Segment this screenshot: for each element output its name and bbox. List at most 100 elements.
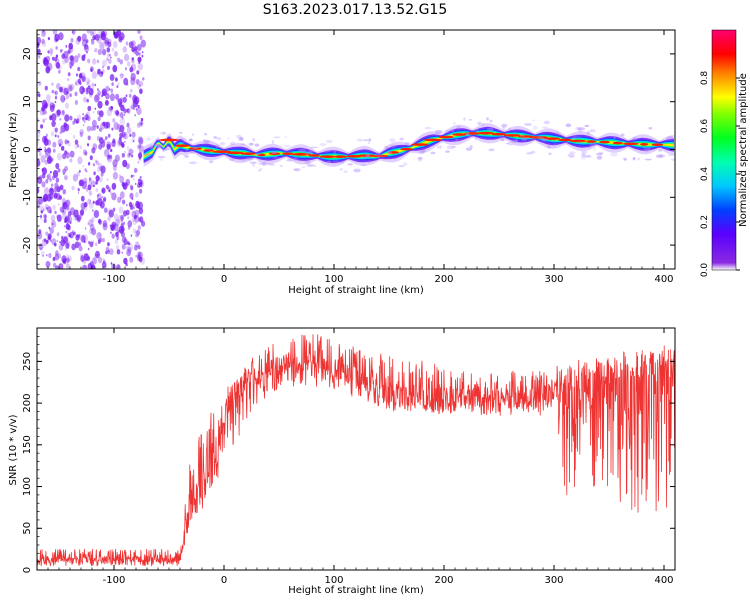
ridge-halo	[191, 133, 195, 136]
noise-speckle	[135, 96, 141, 105]
noise-speckle	[118, 174, 122, 179]
noise-speckle	[129, 133, 132, 137]
ridge-peak	[159, 138, 179, 142]
noise-speckle	[64, 165, 68, 172]
noise-speckle	[62, 168, 66, 175]
noise-speckle	[105, 85, 110, 92]
noise-speckle	[74, 81, 78, 86]
noise-speckle	[77, 217, 81, 223]
noise-speckle	[112, 41, 118, 48]
ridge-halo	[466, 134, 472, 138]
ridge-halo	[301, 166, 306, 169]
noise-speckle	[59, 86, 63, 93]
noise-speckle	[119, 73, 124, 79]
noise-speckle	[64, 102, 70, 109]
ridge-peak	[226, 151, 244, 155]
ridge-halo	[272, 155, 279, 159]
noise-speckle	[139, 88, 143, 95]
ridge-halo	[273, 136, 281, 139]
ridge-halo	[581, 152, 586, 157]
noise-speckle	[92, 125, 96, 131]
noise-speckle	[127, 152, 131, 158]
noise-speckle	[88, 190, 93, 196]
noise-speckle	[123, 257, 128, 265]
ridge-halo	[283, 144, 291, 148]
noise-speckle	[91, 216, 95, 223]
noise-speckle	[100, 71, 104, 75]
bot-x-tick-label: 0	[221, 575, 227, 586]
noise-speckle	[76, 209, 79, 213]
ridge-peak	[599, 140, 610, 144]
ridge-halo	[475, 128, 479, 132]
noise-speckle	[95, 160, 99, 166]
noise-speckle	[43, 193, 49, 202]
noise-speckle	[127, 241, 130, 246]
noise-speckle	[121, 231, 125, 238]
noise-speckle	[124, 258, 126, 261]
ridge-halo	[203, 139, 210, 144]
noise-speckle	[107, 53, 110, 57]
ridge-halo	[293, 157, 298, 161]
noise-speckle	[101, 94, 104, 98]
noise-speckle	[58, 69, 61, 74]
noise-speckle	[68, 85, 73, 92]
noise-speckle	[98, 110, 104, 118]
spectrogram-y-ticks: -20 -10 0 10 20	[22, 34, 675, 265]
noise-speckle	[60, 86, 66, 94]
noise-speckle	[136, 107, 142, 115]
ridge-halo	[526, 152, 533, 155]
noise-speckle	[138, 138, 143, 145]
noise-speckle	[87, 222, 90, 226]
noise-speckle	[87, 116, 91, 122]
ridge-halo	[648, 127, 653, 130]
noise-speckle	[109, 224, 112, 227]
ridge-halo	[499, 135, 504, 139]
noise-speckle	[87, 184, 92, 191]
noise-speckle	[90, 264, 96, 269]
noise-speckle	[138, 181, 143, 188]
ridge-halo	[339, 168, 343, 171]
noise-speckle	[73, 55, 79, 63]
noise-speckle	[102, 189, 104, 192]
ridge-halo	[571, 137, 577, 140]
noise-speckle	[60, 238, 66, 247]
ridge-peak	[517, 135, 534, 138]
noise-speckle	[135, 254, 138, 258]
noise-speckle	[44, 160, 48, 165]
ridge-halo	[333, 149, 336, 154]
snr-series	[37, 334, 675, 567]
noise-speckle	[49, 104, 55, 113]
noise-speckle	[121, 116, 124, 120]
ridge-halo	[552, 143, 557, 147]
ridge-halo	[189, 138, 193, 142]
noise-speckle	[45, 117, 47, 121]
noise-speckle	[40, 124, 44, 129]
noise-speckle	[142, 77, 145, 81]
noise-speckle	[105, 250, 108, 255]
noise-speckle	[89, 155, 93, 161]
ridge-halo	[305, 150, 313, 155]
noise-speckle	[95, 250, 100, 259]
bot-y-tick-label: 200	[22, 394, 33, 413]
ridge-peak	[529, 136, 548, 139]
ridge-halo	[463, 117, 466, 121]
colorbar: 0.0 0.2 0.4 0.6 0.8 Normalized spectral ampl…	[700, 29, 749, 277]
noise-speckle	[106, 178, 109, 181]
noise-speckle	[108, 38, 112, 44]
noise-speckle	[111, 192, 117, 201]
ridge-halo	[367, 141, 371, 144]
noise-speckle	[132, 149, 135, 154]
ridge-halo	[520, 137, 528, 141]
noise-speckle	[67, 141, 71, 147]
noise-speckle	[93, 49, 96, 52]
noise-speckle	[79, 209, 85, 216]
noise-speckle	[135, 79, 140, 85]
ridge-halo	[510, 139, 518, 143]
ridge-halo	[596, 155, 603, 160]
ridge-halo	[229, 141, 236, 146]
ridge-halo	[465, 132, 470, 136]
noise-speckle	[131, 137, 136, 144]
noise-speckle	[50, 220, 57, 229]
noise-speckle	[131, 131, 136, 138]
noise-speckle	[123, 108, 127, 114]
